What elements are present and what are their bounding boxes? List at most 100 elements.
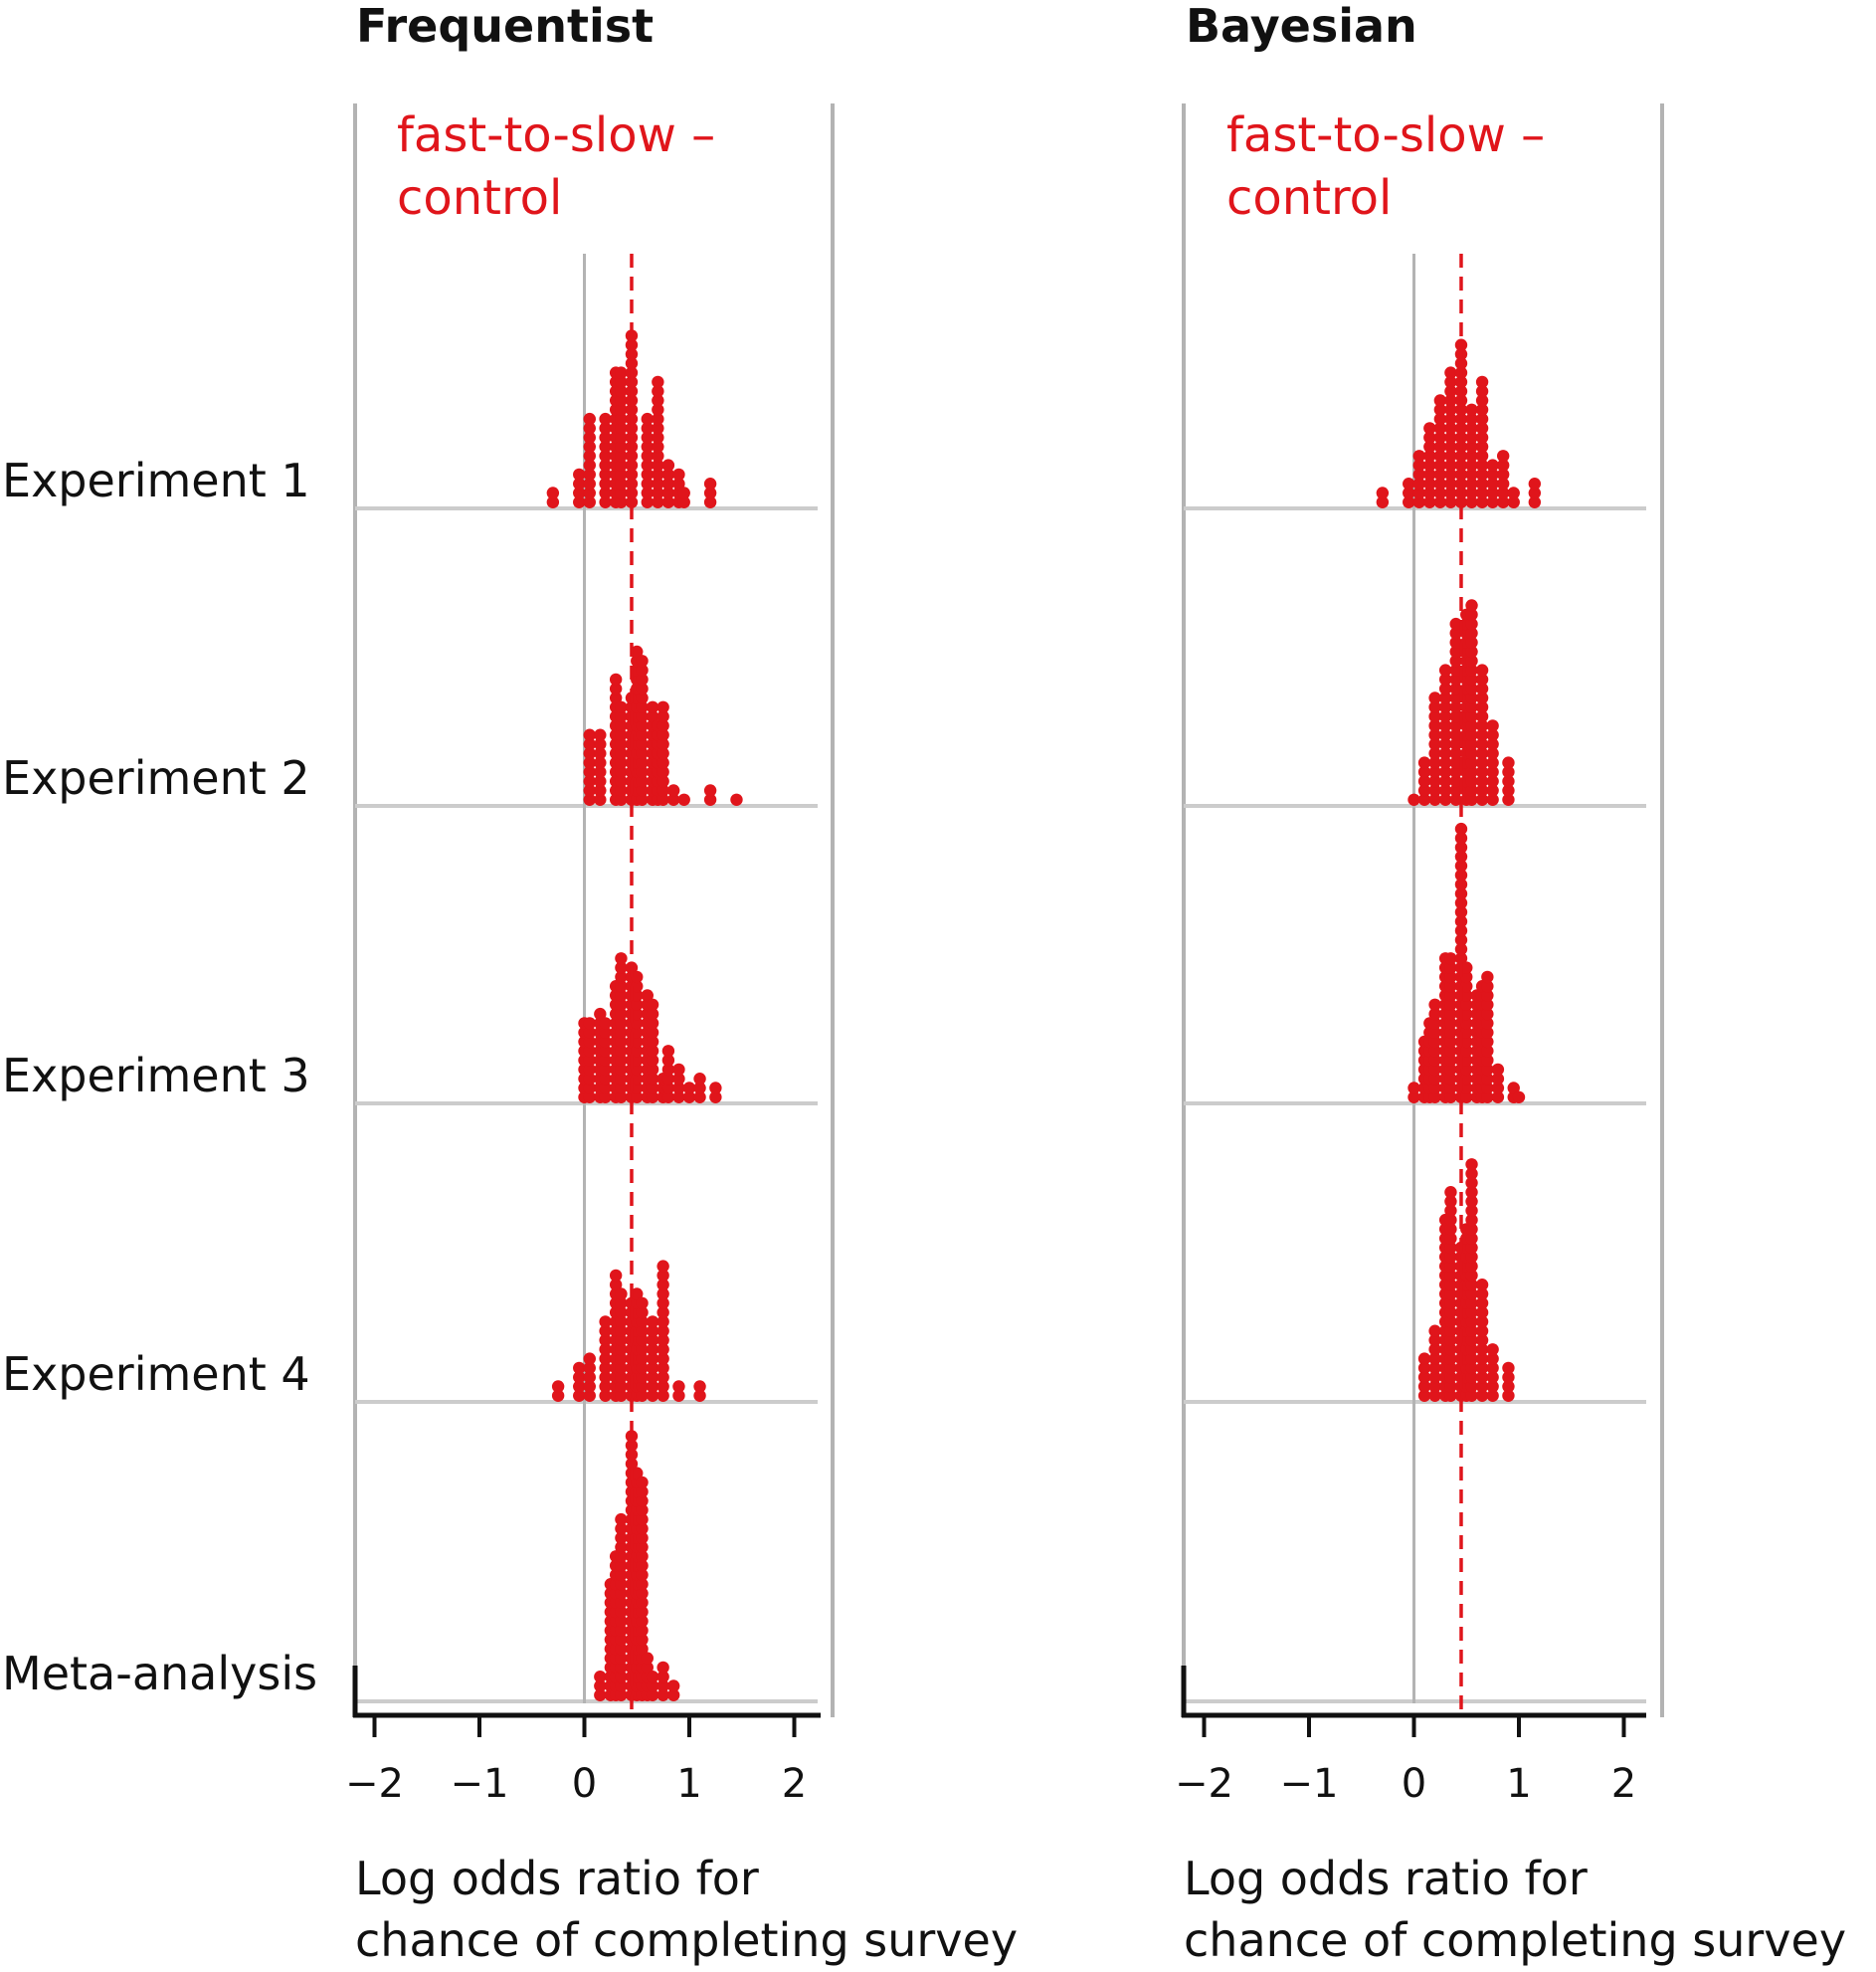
- data-point: [1444, 1361, 1457, 1375]
- data-point: [1449, 645, 1462, 659]
- data-point: [646, 998, 659, 1011]
- data-point: [661, 1082, 675, 1094]
- data-point: [636, 709, 649, 723]
- data-point: [1475, 1352, 1489, 1365]
- data-point: [583, 775, 596, 788]
- data-point: [1428, 998, 1441, 1011]
- data-point: [1444, 478, 1457, 491]
- data-point: [573, 495, 586, 508]
- data-point: [1465, 1223, 1478, 1236]
- data-point: [573, 468, 586, 482]
- x-tick-label: −1: [1280, 1761, 1339, 1807]
- data-point: [1423, 478, 1436, 491]
- data-point: [594, 1679, 607, 1692]
- panel-bayesian: Bayesian fast-to-slow – control −2 −1 0 1 2 Log …: [1175, 0, 1846, 1967]
- data-point: [1423, 459, 1436, 472]
- row-label: Experiment 2: [2, 751, 310, 805]
- data-point: [646, 1324, 659, 1337]
- data-point: [594, 756, 607, 769]
- data-point: [646, 1389, 659, 1403]
- data-point: [1449, 747, 1462, 760]
- data-point: [636, 1485, 649, 1498]
- data-point: [657, 1296, 669, 1310]
- data-point: [657, 1269, 669, 1282]
- data-point: [646, 700, 659, 713]
- data-point: [1417, 775, 1431, 788]
- x-tick-label: 1: [676, 1761, 701, 1807]
- data-point: [631, 989, 644, 1002]
- data-point: [652, 431, 664, 444]
- data-point: [657, 1380, 669, 1393]
- data-point: [1428, 700, 1441, 713]
- data-point: [646, 709, 659, 723]
- data-point: [1465, 793, 1478, 806]
- data-point: [682, 1090, 696, 1104]
- data-point: [1444, 1305, 1457, 1319]
- data-point: [625, 450, 639, 463]
- data-point: [1449, 700, 1462, 713]
- data-point: [1460, 989, 1473, 1002]
- data-point: [1449, 775, 1462, 788]
- data-point: [1465, 737, 1478, 751]
- data-point: [1475, 385, 1489, 398]
- data-point: [1475, 1279, 1489, 1291]
- data-point: [1475, 1380, 1489, 1393]
- data-point: [1438, 784, 1452, 797]
- data-point: [583, 1035, 596, 1049]
- data-point: [615, 1615, 628, 1628]
- data-point: [1428, 756, 1441, 769]
- data-point: [657, 1671, 669, 1683]
- data-point: [1449, 719, 1462, 732]
- data-point: [1438, 737, 1452, 751]
- data-point: [641, 440, 654, 454]
- data-point: [1486, 1361, 1499, 1375]
- panel-title: Bayesian: [1186, 0, 1417, 53]
- data-point: [631, 1035, 644, 1049]
- data-point: [583, 1017, 596, 1030]
- data-point: [599, 431, 612, 444]
- data-point: [709, 1082, 722, 1094]
- data-point: [1428, 1343, 1441, 1356]
- data-point: [1433, 468, 1447, 482]
- data-point: [1465, 412, 1478, 426]
- data-point: [1465, 1305, 1478, 1319]
- data-point: [1444, 1035, 1457, 1049]
- data-point: [1444, 459, 1457, 472]
- data-point: [1444, 1269, 1457, 1282]
- data-point: [1460, 1026, 1473, 1039]
- x-tick-label: 2: [1611, 1761, 1636, 1807]
- data-point: [625, 1458, 639, 1471]
- data-point: [599, 1380, 612, 1393]
- data-point: [599, 1082, 612, 1094]
- data-point: [1475, 459, 1489, 472]
- data-point: [1475, 375, 1489, 389]
- data-point: [1465, 700, 1478, 713]
- data-point: [1444, 1232, 1457, 1245]
- data-point: [1438, 728, 1452, 741]
- data-point: [1475, 431, 1489, 444]
- data-point: [657, 1279, 669, 1291]
- data-point: [1444, 375, 1457, 389]
- data-point: [615, 1361, 628, 1375]
- data-point: [1528, 487, 1542, 499]
- data-point: [666, 784, 680, 797]
- data-point: [615, 1333, 628, 1347]
- data-point: [1475, 1371, 1489, 1384]
- data-point: [615, 385, 628, 398]
- data-point: [636, 1343, 649, 1356]
- data-point: [1417, 756, 1431, 769]
- data-point: [641, 478, 654, 491]
- data-point: [615, 1531, 628, 1544]
- data-point: [599, 450, 612, 463]
- dot-row: [1376, 338, 1542, 508]
- data-point: [657, 1389, 669, 1403]
- data-point: [661, 478, 675, 491]
- data-point: [1465, 1371, 1478, 1384]
- data-point: [1428, 784, 1441, 797]
- data-point: [1444, 1063, 1457, 1077]
- data-point: [599, 468, 612, 482]
- data-point: [1444, 1315, 1457, 1328]
- data-point: [693, 1090, 706, 1104]
- x-tick-label: 0: [572, 1761, 597, 1807]
- data-point: [646, 1063, 659, 1077]
